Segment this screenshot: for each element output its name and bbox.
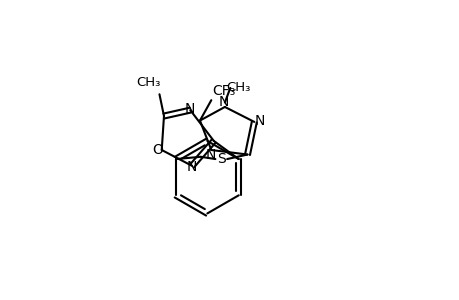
Text: O: O	[151, 143, 162, 157]
Text: N: N	[206, 148, 216, 161]
Text: S: S	[217, 152, 225, 166]
Text: N: N	[254, 114, 265, 128]
Text: N: N	[186, 160, 196, 174]
Text: N: N	[184, 102, 195, 116]
Text: N: N	[218, 95, 229, 110]
Text: CH₃: CH₃	[136, 76, 160, 89]
Text: CF₃: CF₃	[212, 84, 235, 98]
Text: CH₃: CH₃	[226, 81, 250, 94]
